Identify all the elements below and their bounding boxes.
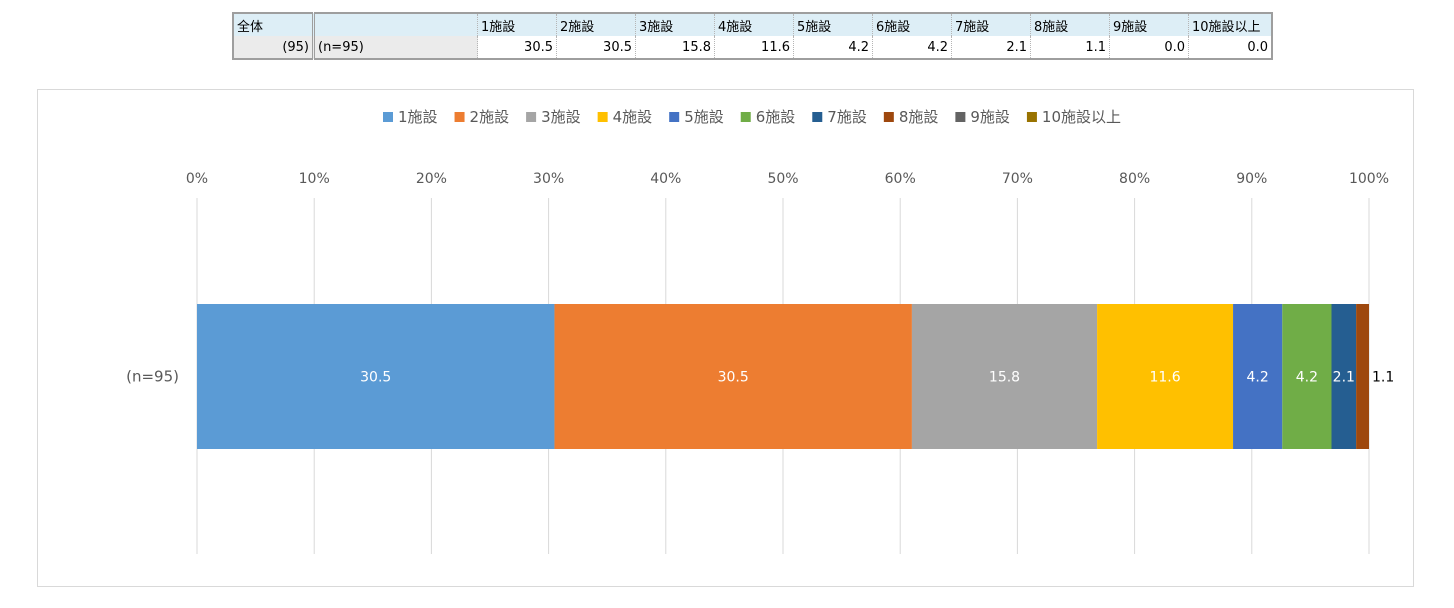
table-header-cell: 4施設 bbox=[714, 13, 794, 36]
table-header-cell: 5施設 bbox=[793, 13, 873, 36]
bar-segment bbox=[911, 304, 1098, 449]
x-tick-label: 10% bbox=[299, 171, 330, 187]
data-label: 15.8 bbox=[989, 370, 1020, 386]
legend-swatch bbox=[669, 112, 680, 122]
legend-label: 5施設 bbox=[684, 108, 724, 126]
table-value-cell: 0.0 bbox=[1109, 36, 1189, 59]
legend-swatch bbox=[454, 112, 465, 122]
stacked-bar-chart: 0% 10% 20% 30% 40% 50% 60% 70% 80% 90% 100% 1施設 2施設 3… bbox=[126, 108, 1394, 554]
x-tick-label: 90% bbox=[1236, 171, 1267, 187]
legend-label: 6施設 bbox=[756, 108, 796, 126]
table-header-cell: 10施設以上 bbox=[1188, 13, 1273, 36]
legend-label: 10施設以上 bbox=[1042, 108, 1121, 126]
bar-segment bbox=[1331, 304, 1357, 449]
table-corner-label: 全体 bbox=[233, 13, 314, 36]
data-label: 30.5 bbox=[718, 370, 749, 386]
table-header-cell: 2施設 bbox=[556, 13, 636, 36]
table-value-cell: 4.2 bbox=[793, 36, 873, 59]
bar-segment bbox=[1097, 304, 1234, 449]
table-value-cell: 30.5 bbox=[556, 36, 636, 59]
table-header-cell: 1施設 bbox=[477, 13, 557, 36]
x-tick-label: 30% bbox=[533, 171, 564, 187]
data-label: 4.2 bbox=[1296, 370, 1318, 386]
table-header-blank bbox=[312, 13, 478, 36]
table-value-cell: 30.5 bbox=[477, 36, 557, 59]
table-value-row: (95) (n=95) 30.5 30.5 15.8 11.6 4.2 4.2 … bbox=[233, 36, 1273, 59]
x-tick-label: 0% bbox=[186, 171, 208, 187]
table-n-label: (n=95) bbox=[312, 36, 478, 59]
legend-swatch bbox=[883, 112, 894, 122]
table-value-cell: 2.1 bbox=[951, 36, 1031, 59]
data-label: 11.6 bbox=[1149, 370, 1180, 386]
bar-segment bbox=[1356, 304, 1369, 449]
table-header-row: 全体 1施設 2施設 3施設 4施設 5施設 6施設 7施設 8施設 9施設 1… bbox=[233, 13, 1273, 36]
legend-swatch bbox=[383, 112, 393, 122]
x-tick-label: 60% bbox=[885, 171, 916, 187]
table-count-label: (95) bbox=[233, 36, 314, 59]
table-value-cell: 0.0 bbox=[1188, 36, 1273, 59]
legend-swatch bbox=[740, 112, 751, 122]
legend-label: 1施設 bbox=[398, 108, 438, 126]
data-label: 30.5 bbox=[360, 370, 391, 386]
chart-area: 0% 10% 20% 30% 40% 50% 60% 70% 80% 90% 100% 1施設 2施設 3… bbox=[37, 89, 1414, 587]
table-value-cell: 15.8 bbox=[635, 36, 715, 59]
legend-label: 4施設 bbox=[613, 108, 653, 126]
table-value-cell: 4.2 bbox=[872, 36, 952, 59]
table-header-cell: 8施設 bbox=[1030, 13, 1110, 36]
legend-label: 3施設 bbox=[541, 108, 581, 126]
bar-segment bbox=[554, 304, 912, 449]
table-value-cell: 1.1 bbox=[1030, 36, 1110, 59]
table-header-cell: 9施設 bbox=[1109, 13, 1189, 36]
legend-label: 7施設 bbox=[827, 108, 867, 126]
bar-segment bbox=[197, 304, 555, 449]
legend-label: 9施設 bbox=[970, 108, 1010, 126]
bar-segment bbox=[1233, 304, 1283, 449]
legend-swatch bbox=[597, 112, 608, 122]
table-header-cell: 7施設 bbox=[951, 13, 1031, 36]
x-tick-label: 50% bbox=[767, 171, 798, 187]
summary-table: 全体 1施設 2施設 3施設 4施設 5施設 6施設 7施設 8施設 9施設 1… bbox=[232, 12, 1273, 60]
table-header-cell: 3施設 bbox=[635, 13, 715, 36]
category-label: (n=95) bbox=[126, 368, 179, 386]
legend-swatch bbox=[955, 112, 966, 122]
data-label: 1.1 bbox=[1372, 370, 1394, 386]
legend-label: 8施設 bbox=[899, 108, 939, 126]
data-label: 2.1 bbox=[1333, 370, 1355, 386]
legend-label: 2施設 bbox=[470, 108, 510, 126]
x-tick-label: 100% bbox=[1349, 171, 1389, 187]
table-value-cell: 11.6 bbox=[714, 36, 794, 59]
bar-segment bbox=[1282, 304, 1332, 449]
x-tick-label: 80% bbox=[1119, 171, 1150, 187]
legend-swatch bbox=[1026, 112, 1037, 122]
x-tick-label: 40% bbox=[650, 171, 681, 187]
x-tick-label: 70% bbox=[1002, 171, 1033, 187]
table-header-cell: 6施設 bbox=[872, 13, 952, 36]
legend-swatch bbox=[526, 112, 537, 122]
x-tick-label: 20% bbox=[416, 171, 447, 187]
legend-swatch bbox=[812, 112, 823, 122]
data-label: 4.2 bbox=[1247, 370, 1269, 386]
